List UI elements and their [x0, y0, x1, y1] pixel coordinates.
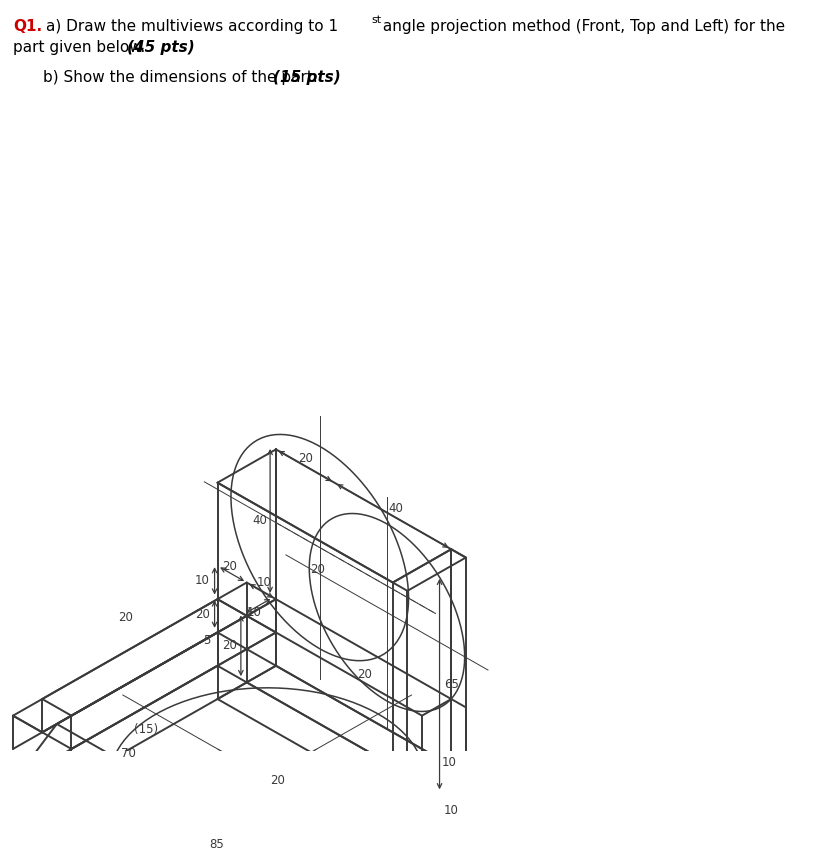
Text: 20: 20 [270, 775, 285, 788]
Text: (45 pts): (45 pts) [127, 40, 194, 56]
Text: part given below.: part given below. [13, 40, 150, 56]
Text: 40: 40 [252, 514, 267, 527]
Text: 10: 10 [194, 574, 209, 587]
Text: 65: 65 [445, 678, 460, 691]
Text: (15 pts): (15 pts) [273, 70, 342, 85]
Text: 20: 20 [310, 563, 325, 576]
Text: Q1.: Q1. [13, 19, 42, 34]
Text: angle projection method (Front, Top and Left) for the: angle projection method (Front, Top and … [378, 19, 785, 34]
Text: 10: 10 [247, 607, 262, 620]
Text: 10: 10 [257, 577, 272, 590]
Text: 85: 85 [209, 838, 224, 851]
Text: b) Show the dimensions of the part.: b) Show the dimensions of the part. [42, 70, 317, 85]
Text: 70: 70 [120, 746, 135, 759]
Text: 10: 10 [442, 756, 457, 769]
Text: a) Draw the multiviews according to 1: a) Draw the multiviews according to 1 [47, 19, 338, 34]
Text: 40: 40 [388, 501, 403, 514]
Text: 20: 20 [297, 452, 312, 464]
Text: (15): (15) [134, 723, 158, 736]
Text: 10: 10 [444, 804, 459, 817]
Text: 20: 20 [357, 668, 372, 680]
Text: st: st [371, 15, 381, 25]
Text: 20: 20 [118, 610, 133, 624]
Text: 5: 5 [203, 634, 210, 647]
Text: 20: 20 [194, 608, 209, 620]
Text: 20: 20 [222, 560, 237, 572]
Text: 20: 20 [222, 639, 237, 652]
